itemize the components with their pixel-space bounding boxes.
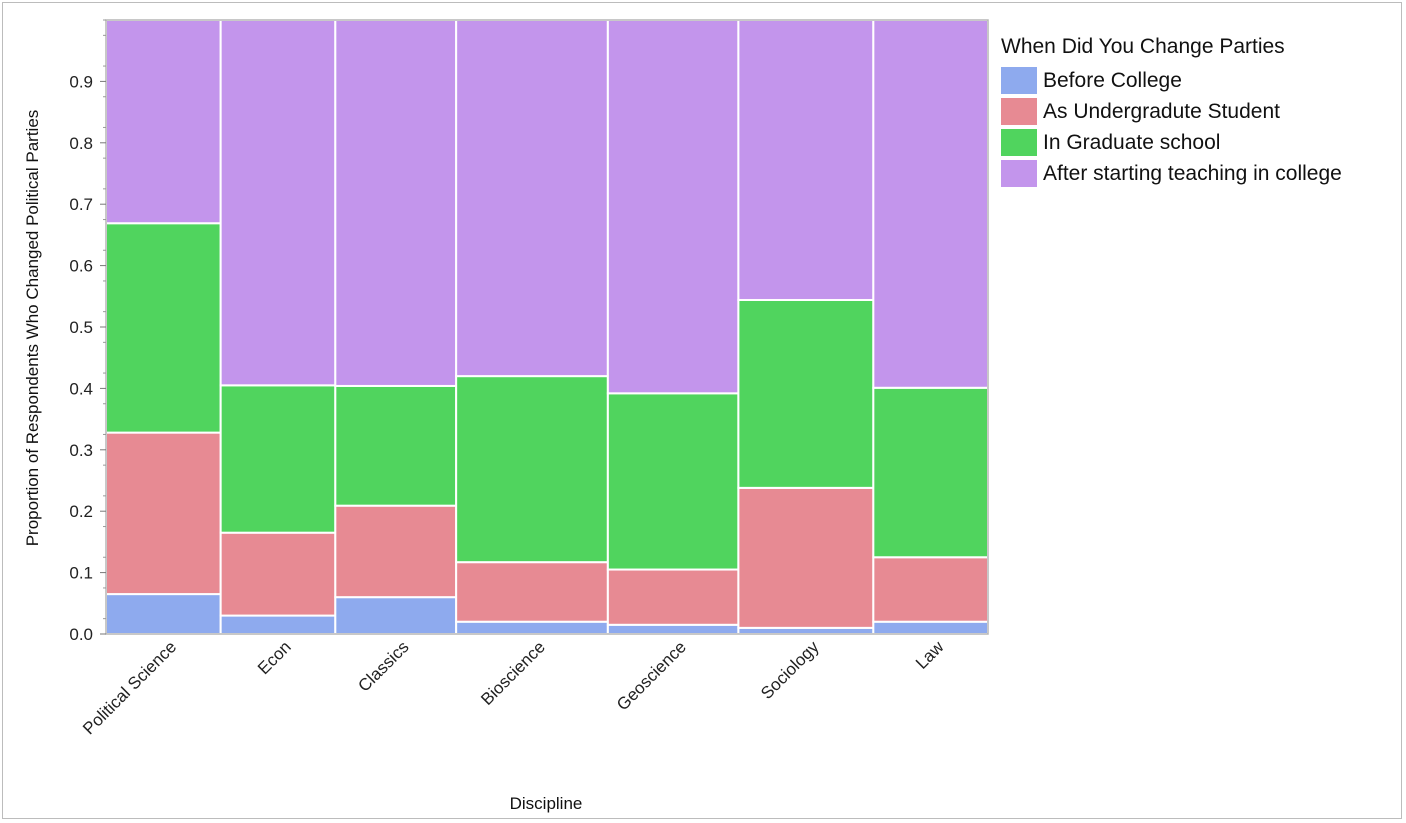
bar-segment-political-science-as-undergradute-student [105,431,222,596]
bar-segment-law-as-undergradute-student [872,556,990,623]
legend-swatch-graduate-school [1001,129,1037,156]
y-tick-label: 0.9 [69,72,93,91]
bar-segment-political-science-after-starting-teaching-in-college [105,19,222,225]
x-tick-label-political-science: Political Science [79,637,180,738]
y-tick-label: 0.1 [69,564,93,583]
bar-segment-bioscience-after-starting-teaching-in-college [455,19,609,378]
bar-segment-classics-after-starting-teaching-in-college [334,19,458,387]
legend: When Did You Change Parties Before Colle… [1001,35,1342,189]
bar-segment-econ-after-starting-teaching-in-college [219,19,337,387]
bar-segment-sociology-as-undergradute-student [737,486,875,629]
legend-item-after-teaching: After starting teaching in college [1001,158,1342,189]
bar-segment-econ-in-graduate-school [219,384,337,534]
x-axis: Political Science Econ Classics Bioscience G… [79,637,948,738]
bar-segment-classics-before-college [334,596,458,635]
bar-segment-econ-as-undergradute-student [219,531,337,617]
bar-segment-geoscience-after-starting-teaching-in-college [606,19,740,395]
bar-segment-sociology-after-starting-teaching-in-college [737,19,875,301]
y-tick-label: 0.4 [69,379,93,398]
x-axis-title: Discipline [510,794,583,813]
legend-label: In Graduate school [1043,130,1221,154]
legend-swatch-after-teaching [1001,160,1037,187]
bar-segment-law-before-college [872,620,990,635]
y-axis: 0.0 0.1 0.2 0.3 0.4 0.5 0.6 0.7 0.8 0.9 [69,19,106,644]
y-tick-label: 0.7 [69,195,93,214]
y-axis-title: Proportion of Respondents Who Changed Po… [23,110,42,547]
x-tick-label-sociology: Sociology [757,637,823,703]
bar-segment-classics-in-graduate-school [334,384,458,507]
bar-segment-classics-as-undergradute-student [334,504,458,599]
mosaic-chart: 0.0 0.1 0.2 0.3 0.4 0.5 0.6 0.7 0.8 0.9 Political… [23,19,990,813]
legend-label: As Undergradute Student [1043,99,1280,123]
legend-swatch-before-college [1001,67,1037,94]
bar-segment-geoscience-as-undergradute-student [606,568,740,626]
y-tick-label: 0.5 [69,318,93,337]
x-tick-label-classics: Classics [354,637,412,695]
legend-title: When Did You Change Parties [1001,35,1285,58]
x-tick-label-bioscience: Bioscience [477,637,549,709]
bar-segment-geoscience-before-college [606,623,740,635]
plot-area [105,19,990,636]
bar-segment-bioscience-before-college [455,620,609,635]
legend-swatch-undergraduate [1001,98,1037,125]
x-tick-label-law: Law [912,637,948,673]
bar-segment-geoscience-in-graduate-school [606,392,740,571]
y-tick-label: 0.3 [69,441,93,460]
x-tick-label-geoscience: Geoscience [613,637,690,714]
legend-label: After starting teaching in college [1043,161,1342,185]
bar-segment-sociology-in-graduate-school [737,298,875,489]
y-tick-label: 0.8 [69,134,93,153]
bar-segment-law-after-starting-teaching-in-college [872,19,990,389]
bar-segment-political-science-in-graduate-school [105,222,222,434]
legend-item-graduate-school: In Graduate school [1001,127,1342,158]
y-tick-label: 0.0 [69,625,93,644]
legend-item-before-college: Before College [1001,65,1342,96]
bar-segment-law-in-graduate-school [872,386,990,559]
bar-segment-bioscience-in-graduate-school [455,375,609,564]
legend-item-undergraduate: As Undergradute Student [1001,96,1342,127]
y-tick-label: 0.2 [69,502,93,521]
bar-segment-econ-before-college [219,614,337,636]
bar-segment-political-science-before-college [105,593,222,636]
legend-label: Before College [1043,68,1182,92]
bar-segment-bioscience-as-undergradute-student [455,561,609,623]
y-tick-label: 0.6 [69,257,93,276]
x-tick-label-econ: Econ [254,637,295,678]
